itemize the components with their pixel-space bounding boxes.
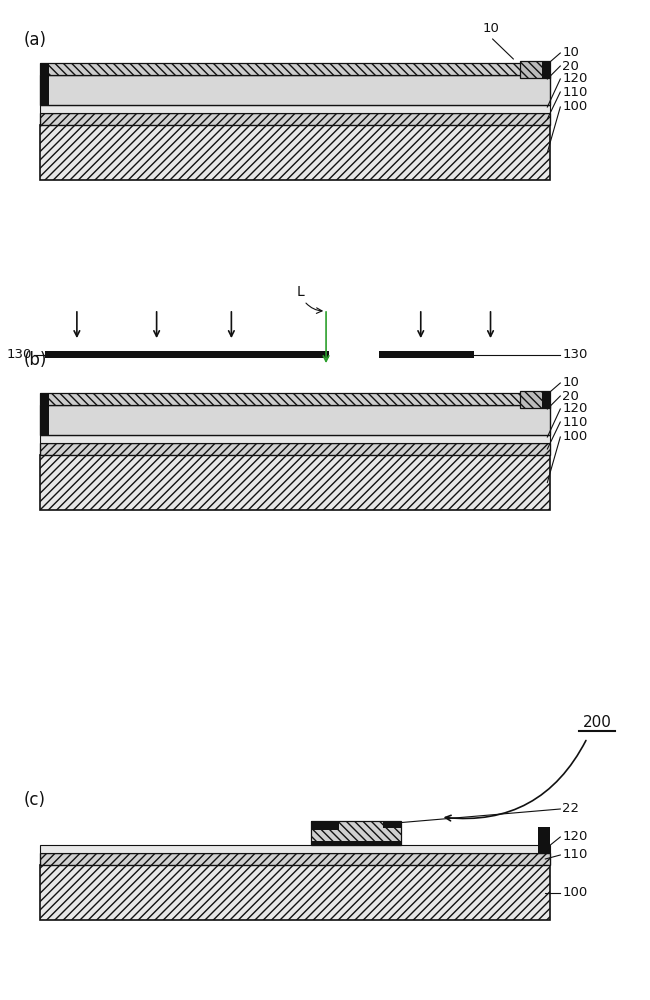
Text: 100: 100 <box>562 886 588 899</box>
Bar <box>379 351 474 358</box>
Bar <box>40 393 525 405</box>
Bar <box>40 125 551 180</box>
Bar <box>40 845 551 853</box>
Bar <box>40 443 551 455</box>
Bar <box>40 105 551 113</box>
Bar <box>45 351 329 358</box>
Bar <box>40 853 551 865</box>
Text: 120: 120 <box>562 73 588 86</box>
Text: 120: 120 <box>562 402 588 416</box>
Bar <box>311 821 401 845</box>
Text: 10: 10 <box>482 22 499 35</box>
Bar <box>40 393 49 405</box>
Text: (b): (b) <box>24 351 47 369</box>
Text: 20: 20 <box>562 60 579 73</box>
Bar <box>521 61 551 78</box>
Text: 130: 130 <box>6 348 32 361</box>
Text: (c): (c) <box>24 791 46 809</box>
Bar <box>40 63 49 75</box>
Bar <box>538 827 551 853</box>
Text: L: L <box>296 285 304 299</box>
Text: 100: 100 <box>562 101 588 113</box>
Bar <box>40 75 551 105</box>
Bar <box>542 61 551 78</box>
Text: 22: 22 <box>562 802 579 816</box>
Text: 110: 110 <box>562 416 588 428</box>
Bar <box>40 435 551 443</box>
Bar <box>383 821 401 828</box>
Text: 110: 110 <box>562 848 588 861</box>
Bar <box>311 841 401 845</box>
Text: 20: 20 <box>562 389 579 402</box>
Bar <box>40 405 49 435</box>
Bar <box>40 113 551 125</box>
Bar <box>40 405 551 435</box>
Text: 120: 120 <box>562 830 588 844</box>
Text: 10: 10 <box>562 46 579 60</box>
Bar <box>40 455 551 510</box>
Bar <box>521 391 551 408</box>
Text: 200: 200 <box>583 715 612 730</box>
Bar <box>40 63 525 75</box>
Text: 100: 100 <box>562 430 588 444</box>
Text: 110: 110 <box>562 86 588 99</box>
Text: (a): (a) <box>24 31 47 49</box>
Bar <box>311 821 339 830</box>
Text: 10: 10 <box>562 376 579 389</box>
Bar <box>40 75 49 105</box>
Text: 130: 130 <box>562 348 588 361</box>
Bar <box>40 865 551 920</box>
Bar <box>542 391 551 408</box>
